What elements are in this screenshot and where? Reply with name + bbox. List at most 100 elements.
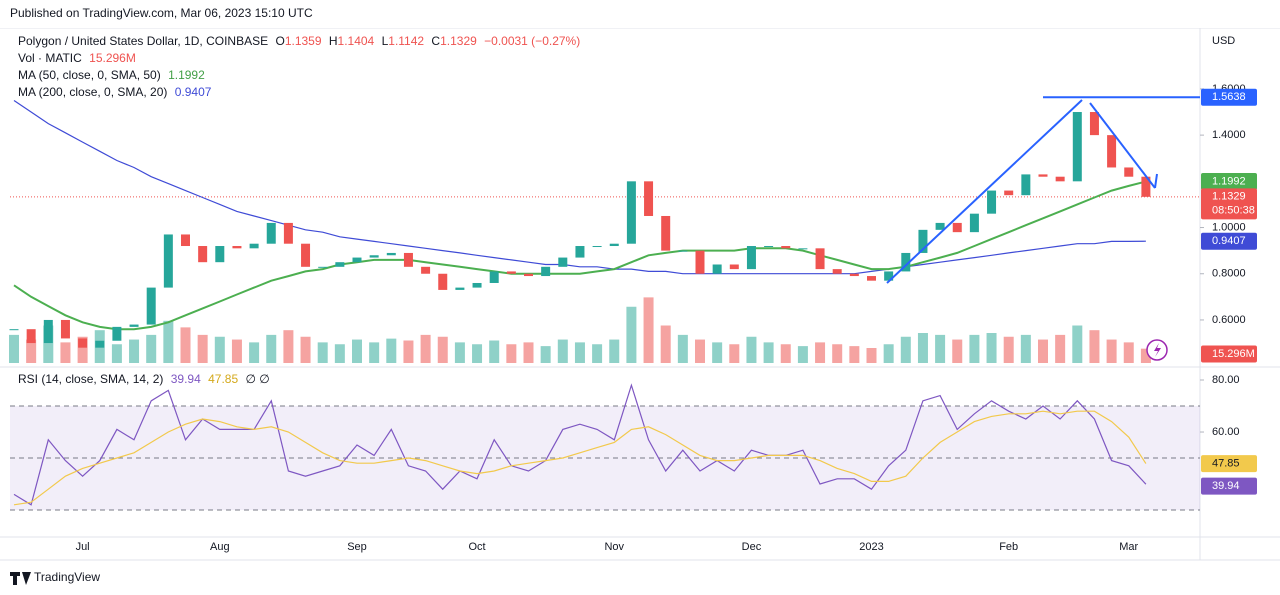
- candle: [181, 234, 190, 247]
- volume-bar: [1020, 334, 1031, 363]
- volume-value: 15.296M: [89, 51, 136, 65]
- volume-bar: [729, 344, 740, 363]
- volume-bar: [643, 297, 654, 363]
- volume-bar: [540, 346, 551, 363]
- currency-label: USD: [1212, 35, 1235, 47]
- volume-bar: [815, 342, 826, 363]
- candle: [884, 271, 894, 281]
- c-label: C: [431, 34, 440, 48]
- volume-bar: [43, 325, 54, 363]
- volume-bar: [695, 339, 705, 363]
- volume-bar: [849, 346, 860, 363]
- candle: [592, 246, 602, 248]
- candle: [352, 257, 362, 263]
- volume-bar: [952, 339, 963, 363]
- candle: [438, 273, 448, 290]
- volume-bar: [266, 334, 277, 363]
- volume-bar: [300, 336, 311, 363]
- volume-bar: [111, 344, 122, 363]
- x-tick-label: 2023: [859, 541, 883, 553]
- candle: [1055, 176, 1065, 182]
- trend-drawings: [886, 99, 1158, 284]
- candle: [283, 222, 293, 244]
- candle: [1124, 167, 1134, 177]
- trend-line: [1089, 102, 1156, 189]
- l-label: L: [382, 34, 389, 48]
- candle: [455, 287, 465, 290]
- volume-bar: [917, 333, 928, 363]
- volume-bar: [969, 334, 980, 363]
- volume-bar: [797, 346, 808, 363]
- ma50-value: 1.1992: [168, 68, 205, 82]
- volume-bar: [77, 336, 88, 363]
- candle: [318, 266, 328, 268]
- candle: [901, 252, 911, 272]
- rsi-value: 39.94: [171, 372, 201, 386]
- ma200-value: 0.9407: [175, 85, 212, 99]
- volume-bar: [283, 330, 294, 363]
- candle: [386, 252, 396, 256]
- volume-bar: [866, 348, 877, 363]
- volume-bar: [386, 338, 397, 363]
- volume-bar: [832, 344, 843, 363]
- x-tick-label: Jul: [76, 541, 90, 553]
- price-badge-bg: [1201, 188, 1257, 220]
- candle: [1107, 135, 1117, 168]
- volume-bar: [900, 336, 911, 363]
- volume-bar: [180, 327, 191, 363]
- trend-line: [1154, 173, 1158, 189]
- candle: [266, 222, 276, 244]
- volume-bar: [403, 340, 414, 363]
- candle: [764, 246, 774, 248]
- candle: [1004, 190, 1014, 196]
- rsi-sma-badge: 47.85: [1212, 458, 1240, 470]
- price-badge: 1.1329: [1212, 191, 1246, 203]
- candle: [1021, 174, 1031, 196]
- logo-text: TradingView: [34, 570, 100, 584]
- rsi-badge: 39.94: [1212, 480, 1240, 492]
- y-tick-label: 0.8000: [1212, 268, 1246, 280]
- volume-bar: [1055, 334, 1066, 363]
- open-value: 1.1359: [285, 34, 322, 48]
- volume-bar: [592, 344, 603, 363]
- symbol-legend: Polygon / United States Dollar, 1D, COIN…: [18, 34, 580, 48]
- candle: [918, 229, 928, 253]
- candle: [661, 215, 671, 251]
- candle: [43, 319, 53, 344]
- candle: [609, 243, 619, 247]
- candle: [626, 181, 636, 244]
- candle: [935, 222, 945, 230]
- x-tick-label: Mar: [1119, 541, 1138, 553]
- marks: 0.60000.80001.00001.40001.600060.0080.00…: [9, 83, 1257, 553]
- volume-bar: [369, 342, 380, 363]
- volume-bar: [506, 344, 517, 363]
- volume-bar: [489, 340, 500, 363]
- level-badge: 1.5638: [1212, 91, 1246, 103]
- candle: [969, 213, 979, 233]
- candle: [78, 338, 88, 348]
- candle: [95, 340, 105, 348]
- volume-bar: [660, 325, 671, 363]
- candle: [335, 262, 345, 267]
- candle: [781, 246, 791, 249]
- candle: [198, 246, 208, 263]
- alert-bolt: [1154, 343, 1161, 357]
- candle: [9, 329, 19, 331]
- volume-bar: [352, 339, 362, 363]
- volume-bar: [317, 342, 328, 363]
- ma200-legend: MA (200, close, 0, SMA, 20) 0.9407: [18, 85, 212, 99]
- rsi-name: RSI (14, close, SMA, 14, 2): [18, 372, 163, 386]
- volume-badge: 15.296M: [1212, 348, 1255, 360]
- y-tick-label: 1.4000: [1212, 129, 1246, 141]
- volume-bar: [249, 342, 260, 363]
- volume-bar: [1072, 325, 1083, 363]
- x-tick-label: Sep: [347, 541, 367, 553]
- x-tick-label: Aug: [210, 541, 230, 553]
- candle: [163, 234, 173, 288]
- ma50-line: [13, 180, 1147, 331]
- candle: [489, 271, 499, 283]
- candle: [421, 266, 431, 274]
- y-tick-label: 60.00: [1212, 426, 1240, 438]
- volume-bar: [163, 320, 174, 363]
